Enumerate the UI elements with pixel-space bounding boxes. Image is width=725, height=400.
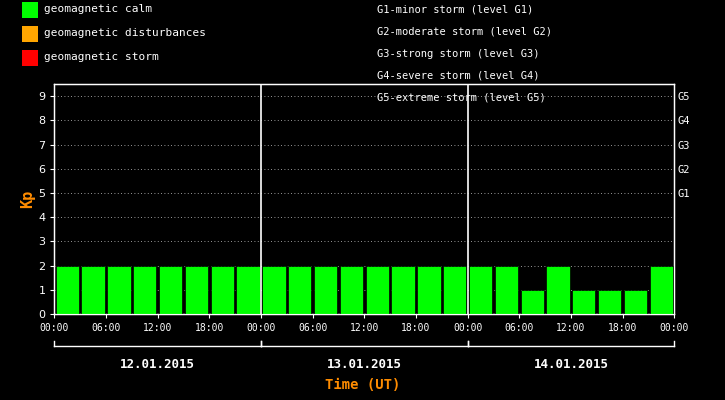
Bar: [133, 266, 157, 314]
Bar: [236, 266, 260, 314]
Bar: [185, 266, 208, 314]
Bar: [494, 266, 518, 314]
Bar: [340, 266, 363, 314]
Bar: [598, 290, 621, 314]
Text: 13.01.2015: 13.01.2015: [327, 358, 402, 370]
Text: G3-strong storm (level G3): G3-strong storm (level G3): [377, 49, 539, 59]
Bar: [288, 266, 311, 314]
Text: G4-severe storm (level G4): G4-severe storm (level G4): [377, 71, 539, 81]
Bar: [81, 266, 104, 314]
Bar: [521, 290, 544, 314]
Bar: [443, 266, 466, 314]
Bar: [547, 266, 570, 314]
Text: geomagnetic calm: geomagnetic calm: [44, 4, 152, 14]
Bar: [365, 266, 389, 314]
Bar: [572, 290, 595, 314]
Y-axis label: Kp: Kp: [20, 190, 36, 208]
Bar: [56, 266, 79, 314]
Bar: [418, 266, 441, 314]
Bar: [159, 266, 182, 314]
Text: G2-moderate storm (level G2): G2-moderate storm (level G2): [377, 27, 552, 37]
Text: Time (UT): Time (UT): [325, 378, 400, 392]
Text: G1-minor storm (level G1): G1-minor storm (level G1): [377, 5, 534, 15]
Text: geomagnetic disturbances: geomagnetic disturbances: [44, 28, 205, 38]
Text: 14.01.2015: 14.01.2015: [534, 358, 608, 370]
Bar: [624, 290, 647, 314]
Bar: [211, 266, 234, 314]
Text: geomagnetic storm: geomagnetic storm: [44, 52, 158, 62]
Bar: [469, 266, 492, 314]
Bar: [107, 266, 130, 314]
Bar: [314, 266, 337, 314]
Bar: [392, 266, 415, 314]
Text: G5-extreme storm (level G5): G5-extreme storm (level G5): [377, 93, 546, 103]
Bar: [262, 266, 286, 314]
Text: 12.01.2015: 12.01.2015: [120, 358, 195, 370]
Bar: [650, 266, 673, 314]
